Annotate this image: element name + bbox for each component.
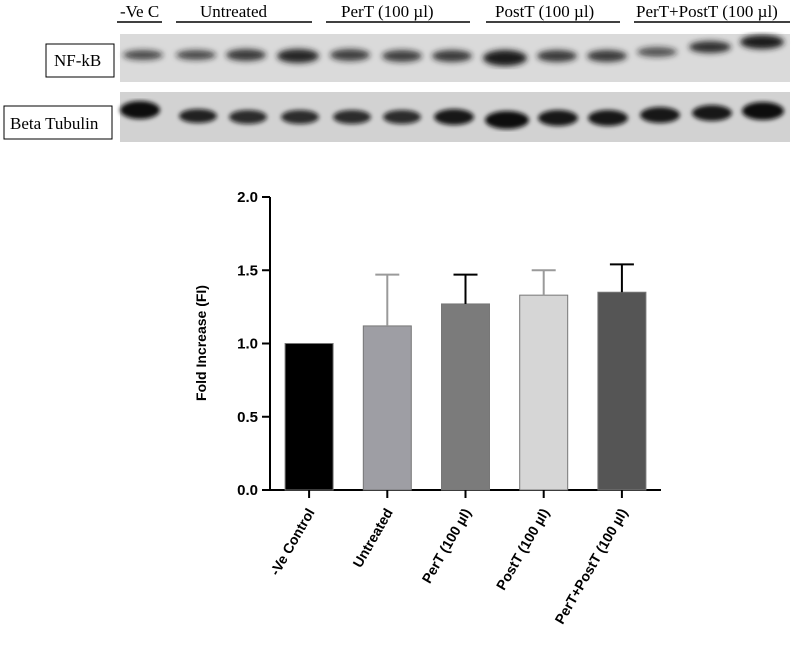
blot-row-label: NF-kB	[54, 51, 101, 70]
blot-group-label: PostT (100 µl)	[495, 2, 594, 21]
x-tick-label: PostT (100 µl)	[493, 506, 553, 593]
y-tick-label: 1.0	[237, 336, 258, 353]
x-tick-label: PerT+PostT (100 µl)	[551, 506, 630, 627]
blot-row-label-box	[3, 105, 113, 140]
y-tick-label: 1.5	[237, 262, 258, 279]
x-tick-label: PerT (100 µl)	[418, 506, 474, 586]
x-tick-label: -Ve Control	[267, 506, 318, 579]
bar	[441, 303, 490, 491]
bar-chart: Fold Increase (FI) 0.0 0.5 1.0 1.5 2.0 -Ve C…	[193, 189, 661, 627]
blot-group-label: PerT+PostT (100 µl)	[636, 2, 778, 21]
blot-row-label: Beta Tubulin	[10, 114, 99, 133]
nfkb-blot-strip	[120, 34, 790, 82]
blot-group-label: PerT (100 µl)	[341, 2, 434, 21]
y-tick-label: 0.0	[237, 482, 258, 499]
blot-group-label: Untreated	[200, 2, 268, 21]
western-blot-panel: -Ve C Untreated PerT (100 µl) PostT (100…	[3, 2, 790, 142]
y-tick-label: 2.0	[237, 189, 258, 206]
x-tick-label: Untreated	[349, 506, 396, 571]
beta-tubulin-blot-strip	[120, 92, 790, 142]
blot-group-label: -Ve C	[120, 2, 159, 21]
y-axis-label: Fold Increase (FI)	[193, 285, 209, 401]
y-tick-label: 0.5	[237, 409, 258, 426]
bar	[597, 291, 647, 491]
blot-row-label-box	[45, 43, 115, 78]
bar	[284, 343, 334, 491]
bar	[519, 294, 569, 491]
bar	[362, 325, 412, 491]
